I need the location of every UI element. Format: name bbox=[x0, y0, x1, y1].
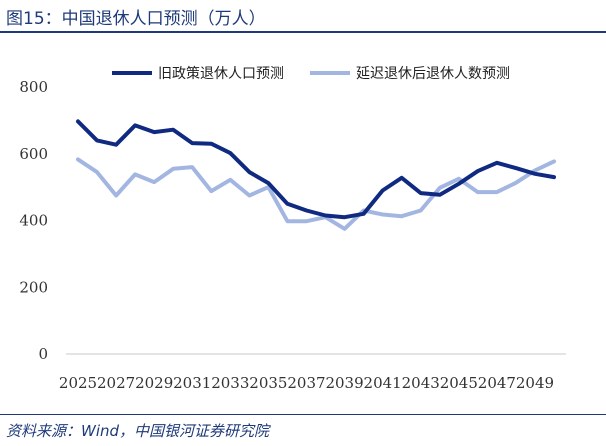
title-rule bbox=[0, 31, 606, 33]
x-tick-label: 2039 bbox=[325, 374, 363, 392]
y-tick-label: 0 bbox=[38, 345, 48, 363]
series-line-2 bbox=[76, 157, 556, 231]
y-tick-label: 400 bbox=[19, 212, 48, 230]
x-tick-label: 2029 bbox=[135, 374, 173, 392]
legend-label-1: 旧政策退休人口预测 bbox=[158, 65, 284, 82]
legend-label-2: 延迟退休后退休人数预测 bbox=[356, 66, 510, 82]
x-tick-label: 2027 bbox=[97, 374, 135, 392]
source-note: 资料来源：Wind，中国银河证券研究院 bbox=[6, 422, 270, 440]
series-group bbox=[76, 119, 556, 231]
x-tick-label: 2033 bbox=[211, 374, 249, 392]
y-tick-label: 600 bbox=[19, 145, 48, 163]
x-tick-label: 2037 bbox=[287, 374, 325, 392]
x-tick-label: 2041 bbox=[364, 374, 402, 392]
y-tick-label: 200 bbox=[19, 278, 48, 296]
legend: 旧政策退休人口预测 延迟退休后退休人数预测 bbox=[112, 65, 510, 82]
x-tick-label: 2025 bbox=[59, 374, 97, 392]
x-tick-label: 2031 bbox=[173, 374, 211, 392]
x-tick-label: 2035 bbox=[249, 374, 287, 392]
x-tick-label: 2045 bbox=[440, 374, 478, 392]
source-rule bbox=[0, 414, 606, 415]
x-tick-label: 2047 bbox=[478, 374, 516, 392]
figure-title: 图15：中国退休人口预测（万人） bbox=[6, 9, 266, 29]
x-tick-label: 2043 bbox=[402, 374, 440, 392]
series-line-1 bbox=[76, 119, 556, 220]
x-axis: 2025 2027 2029 2031 2033 2035 2037 2039 2041 2043… bbox=[59, 374, 554, 392]
y-axis: 0 200 400 600 800 bbox=[19, 78, 48, 363]
y-tick-label: 800 bbox=[19, 78, 48, 96]
x-tick-label: 2049 bbox=[516, 374, 554, 392]
